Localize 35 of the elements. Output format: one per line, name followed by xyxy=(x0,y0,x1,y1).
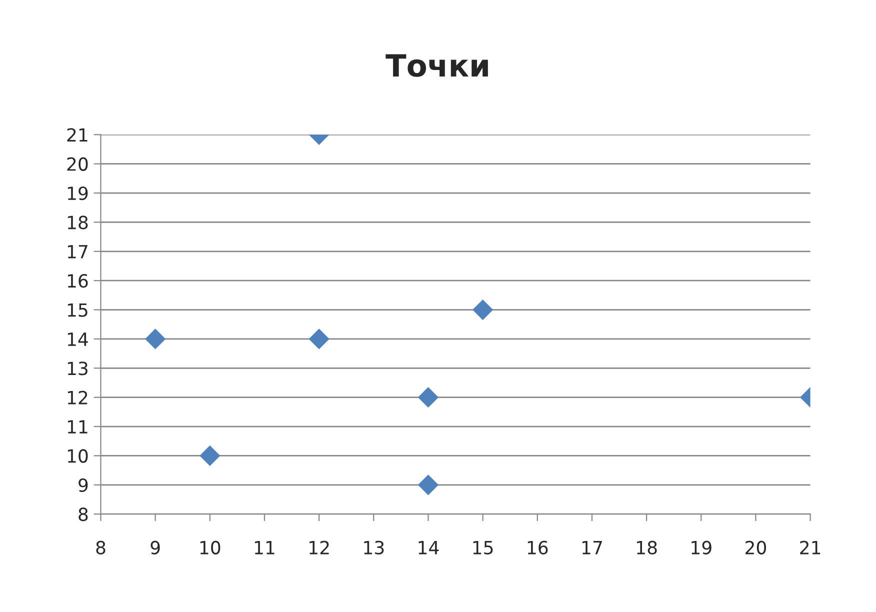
point xyxy=(145,328,166,350)
point xyxy=(308,328,330,350)
y-tick-label: 18 xyxy=(68,216,88,230)
y-tick-label: 19 xyxy=(68,186,88,200)
point xyxy=(418,387,439,408)
x-tick-label: 15 xyxy=(473,541,493,554)
y-tick-label: 21 xyxy=(67,128,88,142)
x-tick-label: 18 xyxy=(637,540,657,554)
y-tick-label: 13 xyxy=(68,362,88,376)
y-tick-label: 9 xyxy=(78,478,88,492)
x-tick-label: 11 xyxy=(254,541,274,554)
x-tick-label: 17 xyxy=(582,541,602,554)
x-tick-label: 13 xyxy=(364,540,384,554)
point xyxy=(200,445,220,466)
x-tick-label: 12 xyxy=(310,540,329,554)
y-tick-label: 17 xyxy=(68,245,88,258)
x-tick-label: 20 xyxy=(746,540,766,554)
x-tick-label: 8 xyxy=(96,540,106,554)
point xyxy=(472,299,494,320)
x-tick-label: 9 xyxy=(150,540,160,554)
y-tick-label: 10 xyxy=(68,449,88,463)
y-tick-label: 12 xyxy=(68,390,88,404)
y-tick-label: 14 xyxy=(68,332,88,346)
chart-title: Точки xyxy=(386,54,488,77)
x-tick-label: 21 xyxy=(800,540,820,554)
x-tick-label: 10 xyxy=(200,540,220,554)
x-tick-label: 16 xyxy=(528,540,548,554)
y-tick-label: 20 xyxy=(67,157,88,171)
point xyxy=(418,474,439,496)
x-tick-label: 19 xyxy=(692,540,712,554)
y-tick-label: 15 xyxy=(68,303,88,317)
y-tick-label: 11 xyxy=(68,420,88,434)
y-tick-label: 8 xyxy=(78,508,88,522)
y-tick-label: 16 xyxy=(68,274,88,288)
x-tick-label: 14 xyxy=(418,541,439,554)
